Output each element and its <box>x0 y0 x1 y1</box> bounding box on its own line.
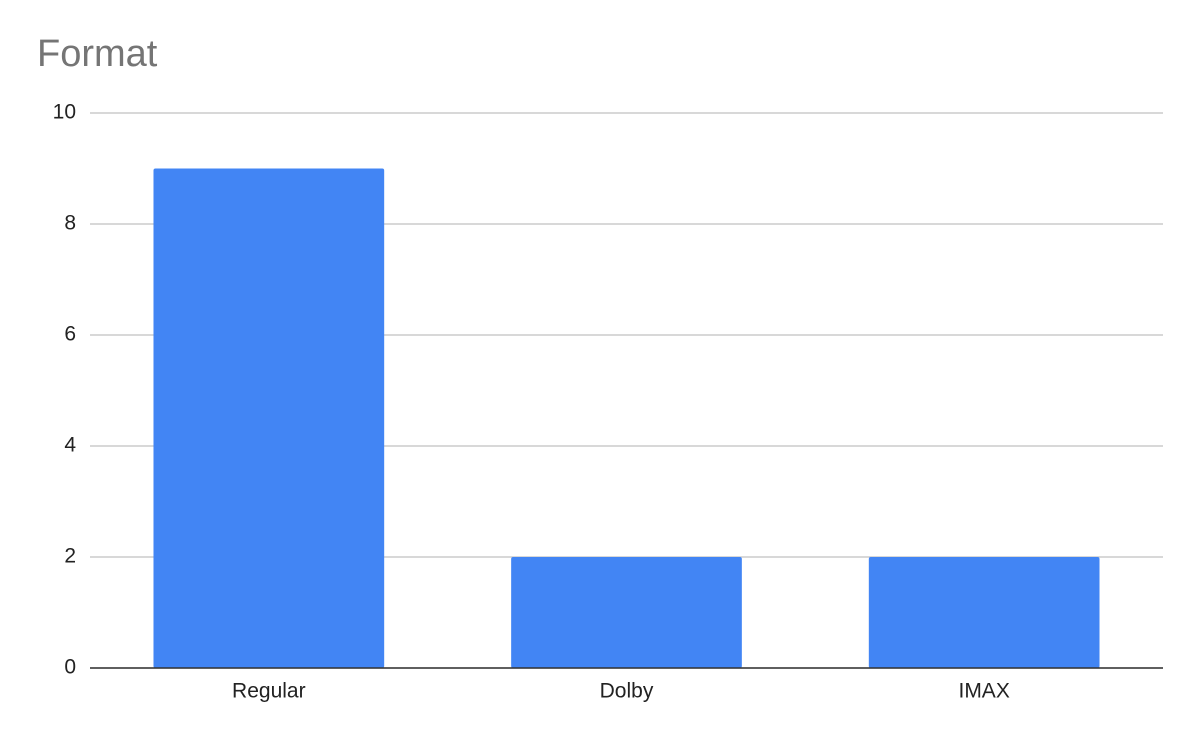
y-tick-label: 2 <box>64 545 76 568</box>
y-tick-label: 0 <box>64 656 76 679</box>
bar <box>511 557 742 668</box>
bar <box>868 557 1100 668</box>
y-tick-label: 8 <box>64 212 76 235</box>
x-tick-label: Regular <box>232 680 306 703</box>
y-tick-label: 10 <box>53 101 76 124</box>
y-tick-label: 6 <box>64 323 76 346</box>
y-tick-label: 4 <box>64 434 76 457</box>
x-tick-label: IMAX <box>958 680 1009 703</box>
x-tick-label: Dolby <box>600 680 654 703</box>
chart-title: Format <box>37 33 158 75</box>
bar <box>153 168 385 668</box>
